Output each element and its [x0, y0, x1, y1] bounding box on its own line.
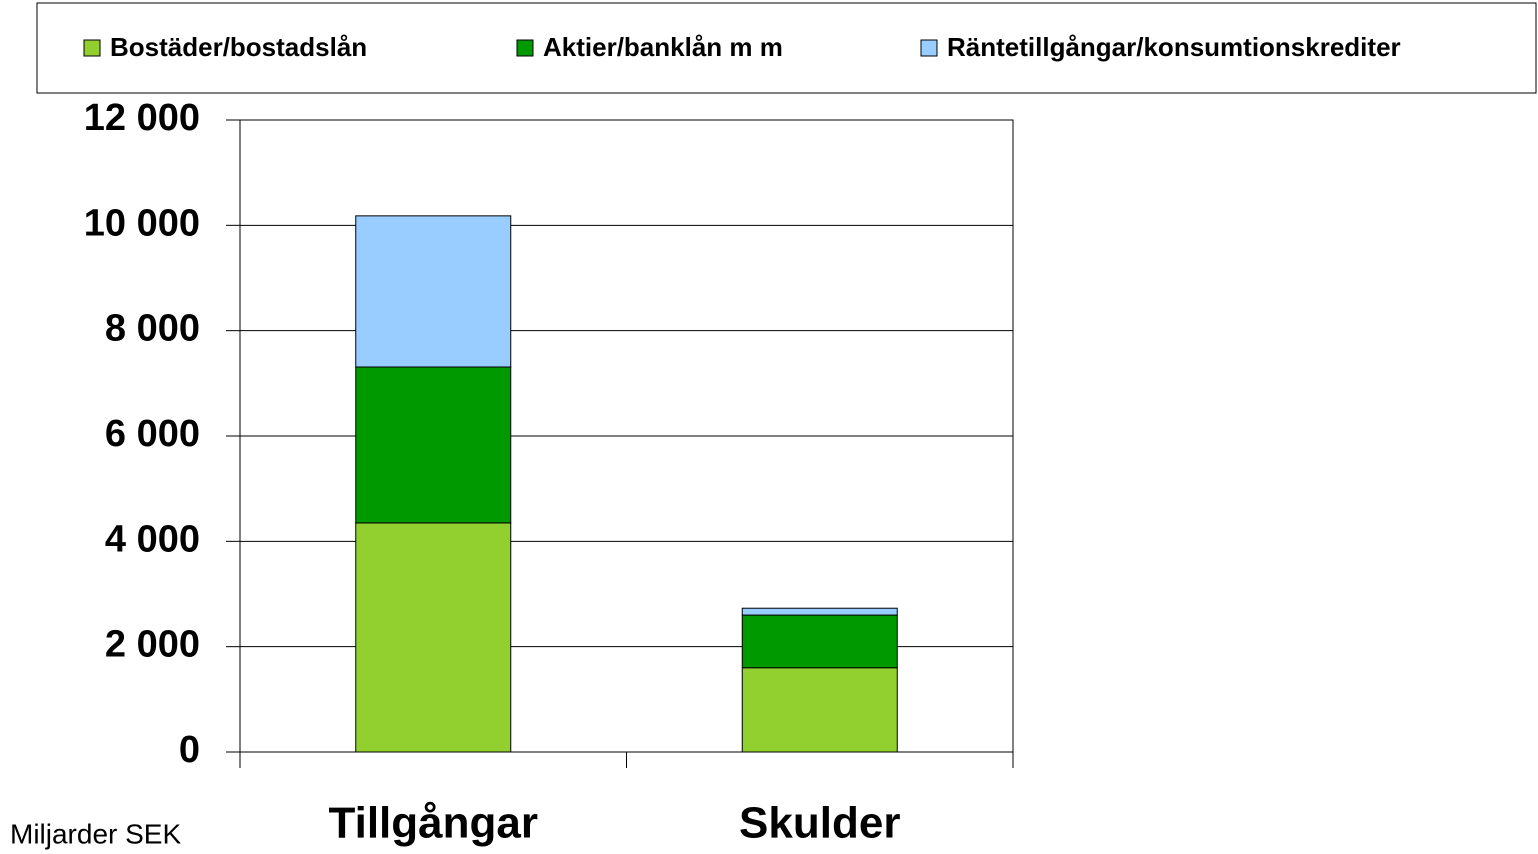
y-tick-label: 8 000	[105, 308, 200, 350]
legend-swatch	[516, 39, 534, 57]
bar-segment	[741, 667, 898, 753]
legend-box	[36, 2, 1537, 94]
y-tick-label: 12 000	[84, 97, 200, 139]
y-axis-label: Miljarder SEK	[10, 818, 181, 849]
bar-segment	[741, 607, 898, 616]
legend-label: Räntetillgångar/konsumtionskrediter	[947, 32, 1401, 62]
x-tick-label: Tillgångar	[329, 799, 538, 848]
bar-segment	[741, 614, 898, 669]
y-tick-label: 2 000	[105, 624, 200, 666]
y-tick-label: 6 000	[105, 413, 200, 455]
y-tick-label: 0	[179, 729, 200, 771]
legend-swatch	[83, 39, 101, 57]
legend-label: Aktier/banklån m m	[543, 32, 783, 62]
bar-segment	[355, 522, 512, 753]
bar-segment	[355, 366, 512, 524]
x-tick-label: Skulder	[739, 799, 900, 848]
bar-segment	[355, 215, 512, 368]
y-tick-label: 4 000	[105, 518, 200, 560]
legend-label: Bostäder/bostadslån	[110, 32, 367, 62]
legend-swatch	[920, 39, 938, 57]
y-tick-label: 10 000	[84, 202, 200, 244]
